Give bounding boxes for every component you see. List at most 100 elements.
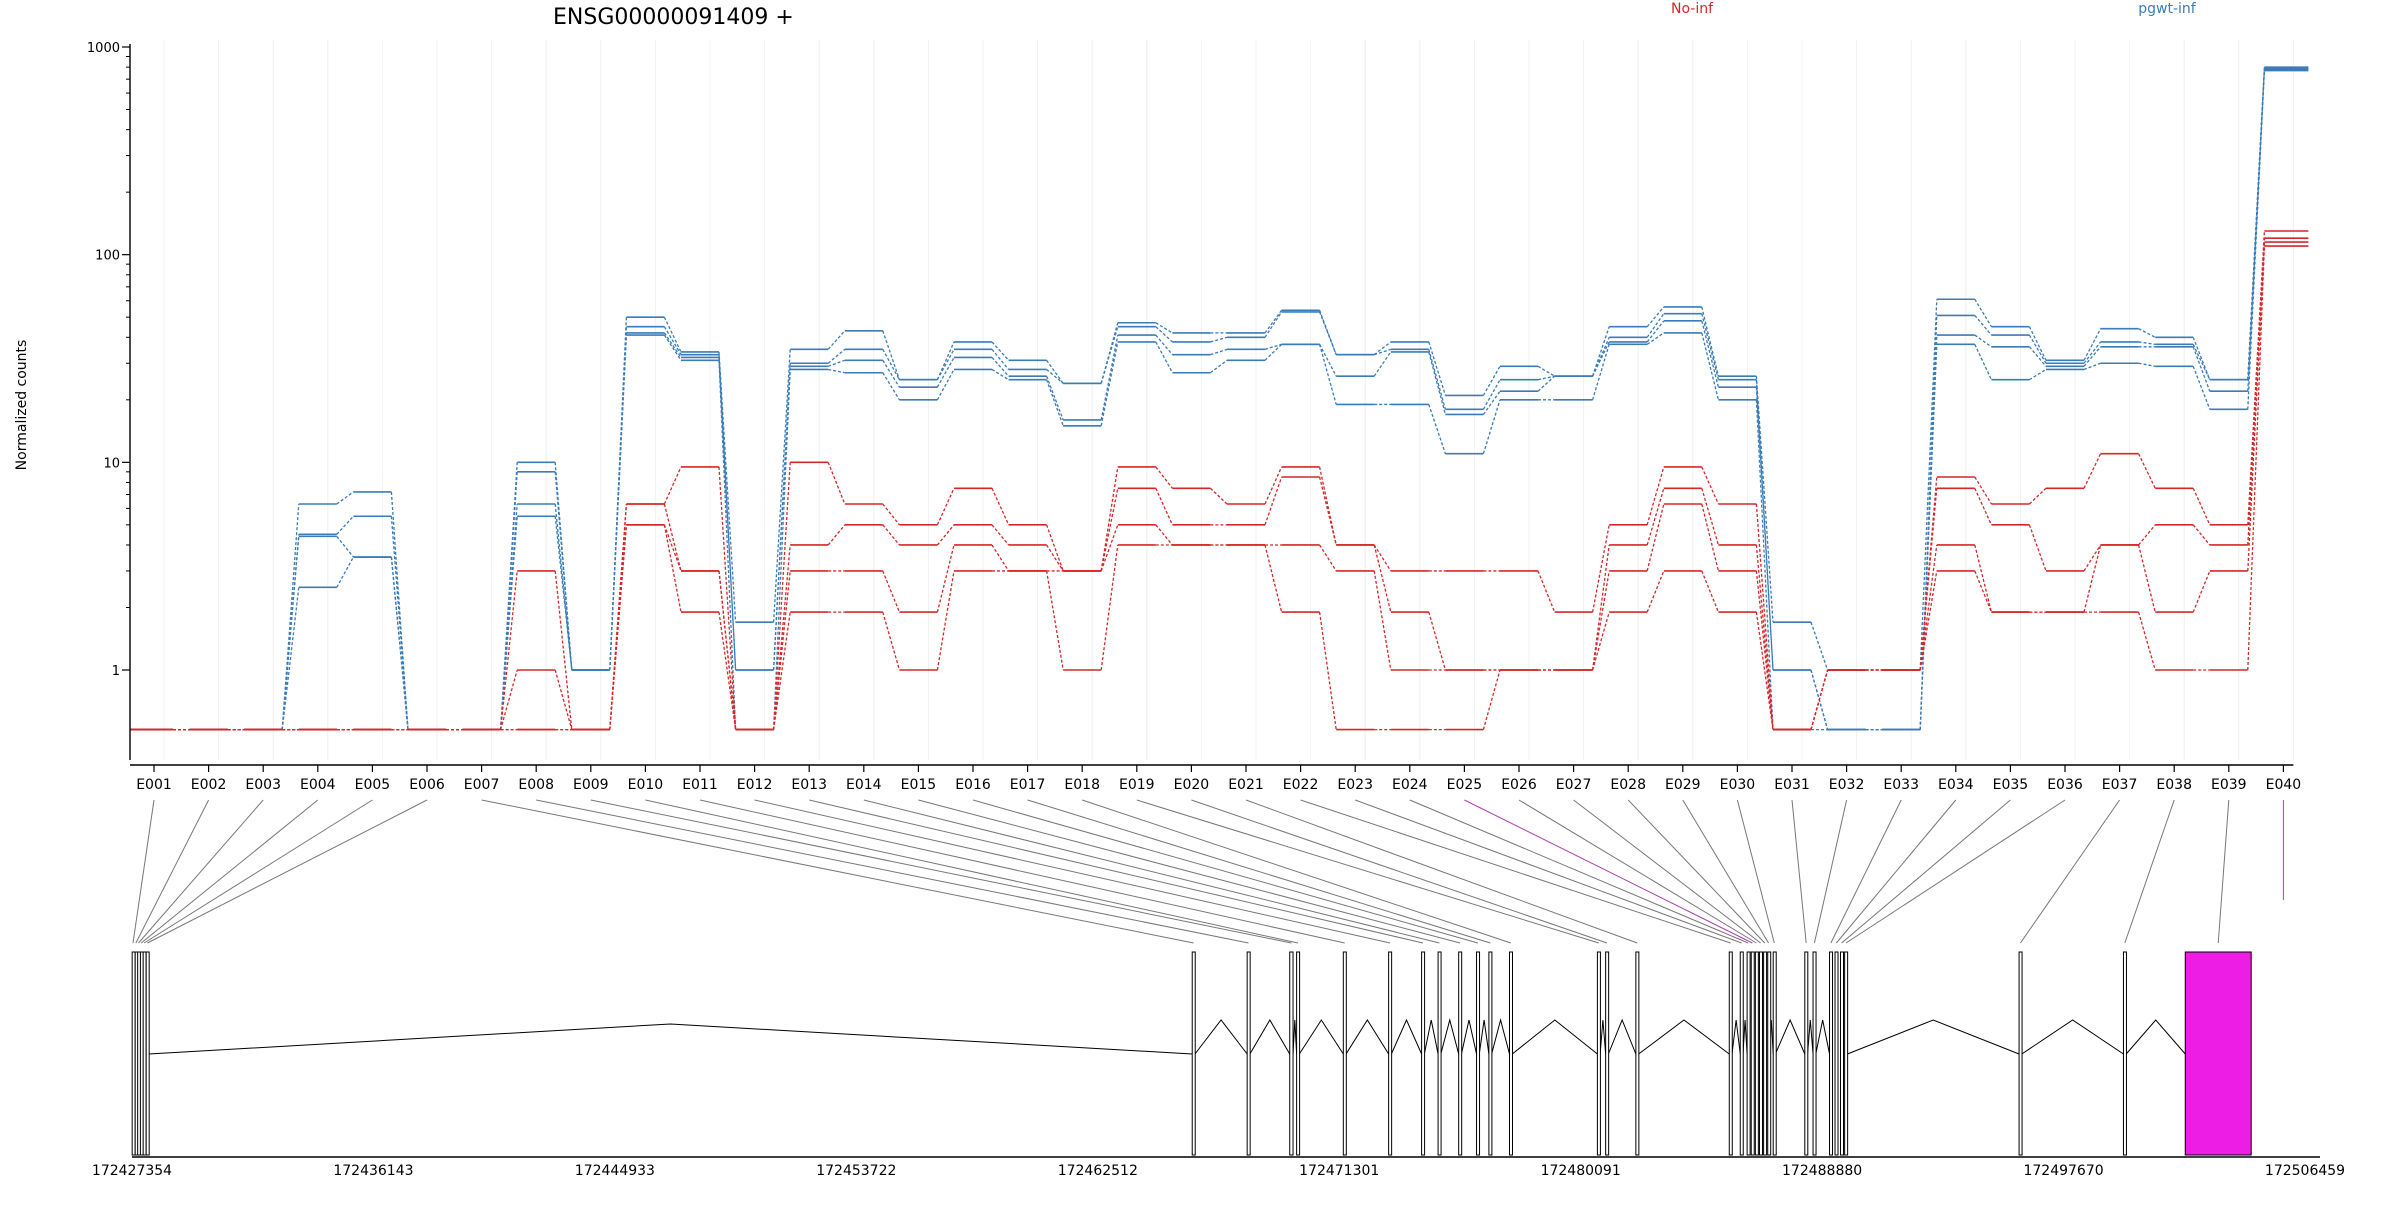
exon-box xyxy=(2122,951,2127,1156)
data-connector xyxy=(663,503,682,572)
data-connector xyxy=(882,570,901,613)
exon-link xyxy=(590,799,1292,944)
data-connector xyxy=(882,349,900,381)
data-connector xyxy=(390,556,409,730)
exon-link xyxy=(1082,799,1512,944)
exon-link xyxy=(138,799,264,944)
data-connector xyxy=(1428,611,1447,671)
intron-line xyxy=(1390,1018,1423,1055)
data-connector xyxy=(663,332,682,358)
x-tick-label: E010 xyxy=(628,777,664,793)
data-connector xyxy=(1974,314,1992,336)
data-connector xyxy=(1100,334,1119,421)
exon-link xyxy=(1409,799,1749,944)
x-tick-label: E030 xyxy=(1720,777,1756,793)
data-connector xyxy=(2138,362,2156,367)
data-connector xyxy=(1810,621,1829,671)
data-connector xyxy=(1974,570,1993,613)
x-tick-label: E036 xyxy=(2047,777,2083,793)
data-connector xyxy=(1428,351,1447,415)
exon-link xyxy=(135,799,210,944)
data-connector xyxy=(499,503,518,730)
exon-box xyxy=(1635,951,1640,1156)
data-connector xyxy=(1373,570,1392,671)
x-tick-label: E016 xyxy=(955,777,991,793)
data-connector xyxy=(1428,404,1447,454)
data-connector xyxy=(882,611,901,671)
data-connector xyxy=(718,466,737,730)
intron-line xyxy=(1194,1019,1248,1055)
data-connector xyxy=(663,316,682,353)
axes-layer: 1 10 100 1000 E001 E002 E003 E004 E005 E006 E007 E0… xyxy=(87,41,2301,793)
data-connector xyxy=(554,471,573,671)
data-connector xyxy=(1100,544,1119,671)
exon-link xyxy=(132,799,155,944)
exon-link xyxy=(1300,799,1731,944)
exon-link xyxy=(1355,799,1742,944)
x-tick-label: E001 xyxy=(136,777,172,793)
data-connector xyxy=(1974,334,1992,348)
data-connector xyxy=(1591,611,1610,671)
data-connector xyxy=(2247,242,2266,571)
data-connector xyxy=(1755,399,1774,730)
chart-title: ENSG00000091409 + xyxy=(553,5,794,30)
data-connector xyxy=(991,524,1010,546)
data-connector xyxy=(1646,306,1665,328)
data-connector xyxy=(663,524,682,572)
exon-link xyxy=(1191,799,1608,944)
exon-box xyxy=(1772,951,1777,1156)
data-connector xyxy=(281,587,300,730)
data-connector xyxy=(336,535,354,558)
intron-line xyxy=(1249,1019,1291,1055)
x-tick-label: E029 xyxy=(1665,777,1701,793)
exon-link xyxy=(645,799,1299,944)
data-connector xyxy=(499,570,518,730)
data-connector xyxy=(2083,328,2102,361)
data-connector xyxy=(827,330,846,350)
exon-box xyxy=(1296,951,1301,1156)
data-connector xyxy=(336,491,354,505)
data-connector xyxy=(882,359,900,388)
exon-link xyxy=(1682,799,1769,944)
exon-box xyxy=(1342,951,1347,1156)
data-connector xyxy=(2083,341,2102,364)
x-tick-label: E013 xyxy=(791,777,827,793)
exon-link xyxy=(1627,799,1766,944)
data-connector xyxy=(1974,488,1992,526)
data-connector xyxy=(1264,311,1283,338)
data-connector xyxy=(1155,466,1173,489)
intron-line xyxy=(1599,1019,1607,1055)
data-connector xyxy=(2028,326,2047,361)
data-connector xyxy=(936,349,955,381)
data-connector xyxy=(772,366,791,671)
intron-line xyxy=(1847,1019,2020,1055)
data-connector xyxy=(1100,341,1119,426)
data-connector xyxy=(2028,346,2047,367)
exon-box xyxy=(1767,951,1772,1156)
data-connector xyxy=(1919,570,1938,671)
data-connector xyxy=(2247,70,2266,410)
data-connector xyxy=(1100,524,1119,572)
x-tick-label: E033 xyxy=(1883,777,1919,793)
series-pgwt-inf xyxy=(130,67,2309,731)
data-connector xyxy=(281,536,300,730)
intron-line xyxy=(1440,1018,1460,1055)
data-connector xyxy=(2138,328,2156,338)
y-tick-label: 10 xyxy=(103,456,120,471)
data-connector xyxy=(1373,351,1392,377)
x-tick-label: E034 xyxy=(1938,777,1974,793)
data-connector xyxy=(663,524,682,613)
exon-box xyxy=(1804,951,1809,1156)
series-No-inf xyxy=(130,241,2309,731)
x-tick-label: E039 xyxy=(2211,777,2247,793)
exon-link xyxy=(481,799,1194,944)
intron-line xyxy=(1638,1019,1730,1055)
legend-entry-pgwt-inf: pgwt-inf xyxy=(2138,1,2197,17)
data-connector xyxy=(1155,334,1173,356)
x-tick-label: E027 xyxy=(1556,777,1592,793)
exon-link xyxy=(1841,799,2011,944)
exon-box xyxy=(1509,951,1514,1156)
coordinate-label: 172471301 xyxy=(1299,1163,1379,1179)
data-connector xyxy=(499,669,518,730)
data-connector xyxy=(663,326,682,355)
